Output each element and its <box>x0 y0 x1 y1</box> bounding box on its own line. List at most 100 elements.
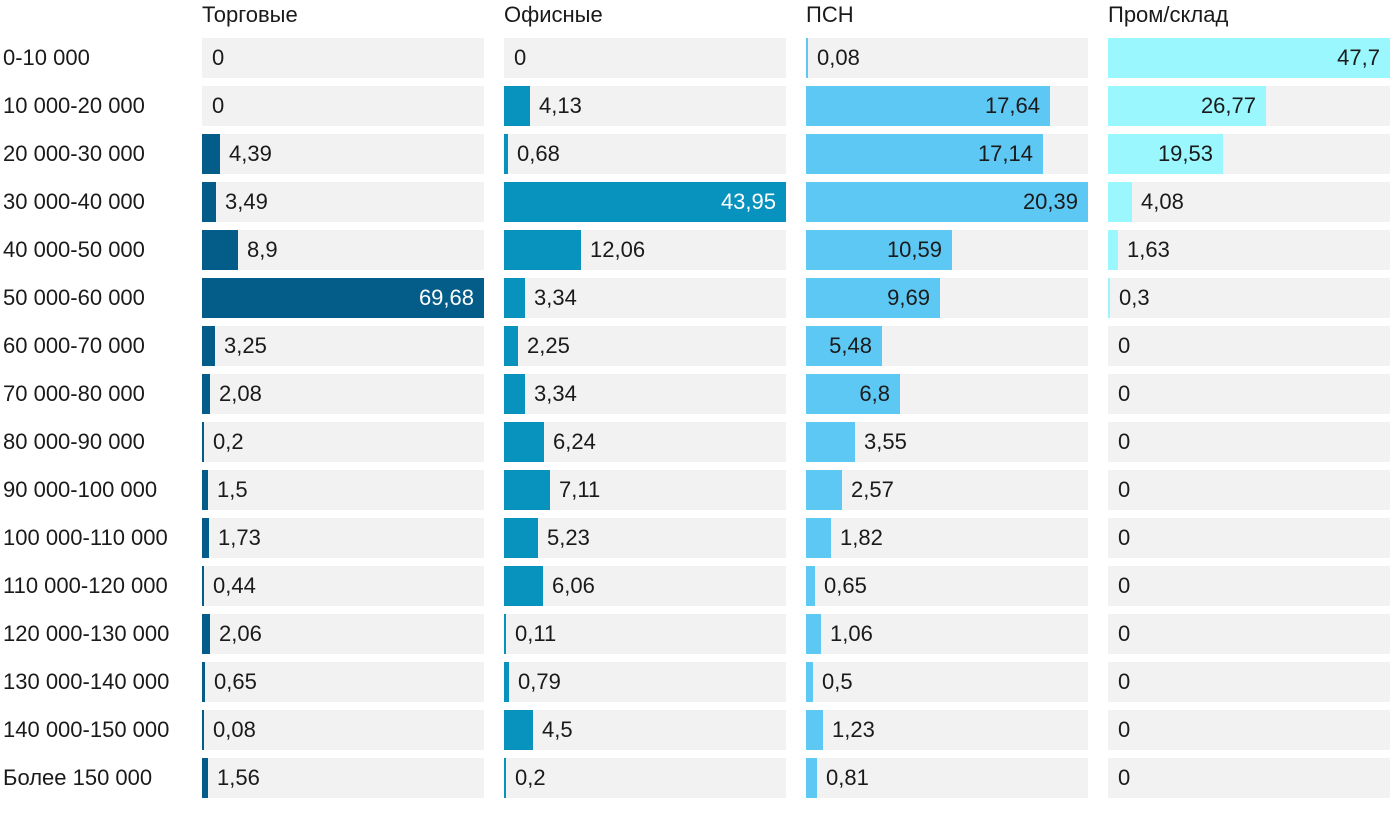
data-label: 0,11 <box>515 621 557 646</box>
bar <box>806 614 821 654</box>
bar-track: 0,08 <box>202 710 484 750</box>
data-label: 4,39 <box>229 141 272 166</box>
data-label: 0 <box>1118 621 1131 646</box>
bar <box>202 614 210 654</box>
data-label: 17,64 <box>984 93 1040 118</box>
bar <box>806 758 817 798</box>
bar-track: 6,8 <box>806 374 1088 414</box>
data-label: 0 <box>1118 525 1131 550</box>
bar <box>806 38 808 78</box>
bar-track: 47,7 <box>1108 38 1390 78</box>
bar-track: 1,82 <box>806 518 1088 558</box>
bar-track: 10,59 <box>806 230 1088 270</box>
column-title: Пром/склад <box>1108 2 1229 27</box>
bar-track: 4,13 <box>504 86 786 126</box>
bar <box>504 182 786 222</box>
data-label: 0,5 <box>822 669 853 694</box>
bar <box>806 230 952 270</box>
bar <box>806 134 1043 174</box>
bar <box>806 278 940 318</box>
bar <box>504 710 533 750</box>
bar <box>504 422 544 462</box>
bar <box>202 422 204 462</box>
bar-track: 0 <box>1108 614 1390 654</box>
bar-track: 0,68 <box>504 134 786 174</box>
bar-track: 6,06 <box>504 566 786 606</box>
bar <box>806 566 815 606</box>
row-label: 20 000-30 000 <box>3 141 145 166</box>
bar-track: 7,11 <box>504 470 786 510</box>
row-label: 70 000-80 000 <box>3 381 145 406</box>
bar-track: 0 <box>1108 470 1390 510</box>
bar <box>504 758 506 798</box>
bar-track: 2,25 <box>504 326 786 366</box>
bar <box>806 470 842 510</box>
bar <box>806 86 1050 126</box>
data-label: 0 <box>1118 477 1131 502</box>
data-label: 0 <box>1118 717 1131 742</box>
bar-track: 0 <box>1108 710 1390 750</box>
row-label: 90 000-100 000 <box>3 477 158 502</box>
bar-track: 0 <box>1108 566 1390 606</box>
bar <box>202 566 204 606</box>
bar-track: 4,5 <box>504 710 786 750</box>
bar-track: 0,11 <box>504 614 786 654</box>
data-label: 4,08 <box>1141 189 1184 214</box>
bar <box>504 86 530 126</box>
bar <box>806 710 823 750</box>
bar-track: 19,53 <box>1108 134 1390 174</box>
bar-track: 2,08 <box>202 374 484 414</box>
data-label: 69,68 <box>418 285 474 310</box>
row-label: Более 150 000 <box>3 765 153 790</box>
bar-track: 5,23 <box>504 518 786 558</box>
data-label: 0,68 <box>517 141 560 166</box>
bar-track: 0 <box>1108 422 1390 462</box>
data-label: 3,49 <box>225 189 268 214</box>
bar-track: 0,08 <box>806 38 1088 78</box>
data-label: 0,2 <box>515 765 546 790</box>
bar <box>504 518 538 558</box>
data-label: 8,9 <box>247 237 278 262</box>
bar <box>504 326 518 366</box>
row-label: 110 000-120 000 <box>3 573 168 598</box>
data-label: 0 <box>1118 429 1131 454</box>
data-label: 0,79 <box>518 669 561 694</box>
bar-track: 0,3 <box>1108 278 1390 318</box>
bar-track: 0,5 <box>806 662 1088 702</box>
row-label: 140 000-150 000 <box>3 717 170 742</box>
bar-track: 0 <box>1108 374 1390 414</box>
bar-track: 12,06 <box>504 230 786 270</box>
bar <box>202 758 208 798</box>
bar-track: 20,39 <box>806 182 1088 222</box>
row-label: 40 000-50 000 <box>3 237 145 262</box>
data-label: 2,06 <box>219 621 262 646</box>
bar <box>202 134 220 174</box>
data-label: 0,3 <box>1119 285 1150 310</box>
bar-track: 4,08 <box>1108 182 1390 222</box>
data-label: 19,53 <box>1157 141 1213 166</box>
column-title: ПСН <box>806 2 854 27</box>
bar <box>1108 278 1110 318</box>
bar <box>202 230 238 270</box>
data-label: 0 <box>1118 669 1131 694</box>
bar-track: 3,34 <box>504 374 786 414</box>
bar-track: 0 <box>202 38 484 78</box>
data-label: 4,5 <box>542 717 573 742</box>
data-label: 2,57 <box>851 477 894 502</box>
bar <box>202 710 204 750</box>
bar-track: 0 <box>504 38 786 78</box>
bar-track: 1,23 <box>806 710 1088 750</box>
bar-track: 9,69 <box>806 278 1088 318</box>
data-label: 0,2 <box>213 429 244 454</box>
bar-track: 2,57 <box>806 470 1088 510</box>
data-label: 3,34 <box>534 381 577 406</box>
bar <box>806 374 900 414</box>
data-label: 1,5 <box>217 477 248 502</box>
data-label: 0 <box>1118 333 1131 358</box>
data-label: 1,23 <box>832 717 875 742</box>
bar-track: 1,56 <box>202 758 484 798</box>
data-label: 0 <box>1118 381 1131 406</box>
data-label: 0 <box>212 45 225 70</box>
bar <box>202 326 215 366</box>
row-label: 80 000-90 000 <box>3 429 145 454</box>
